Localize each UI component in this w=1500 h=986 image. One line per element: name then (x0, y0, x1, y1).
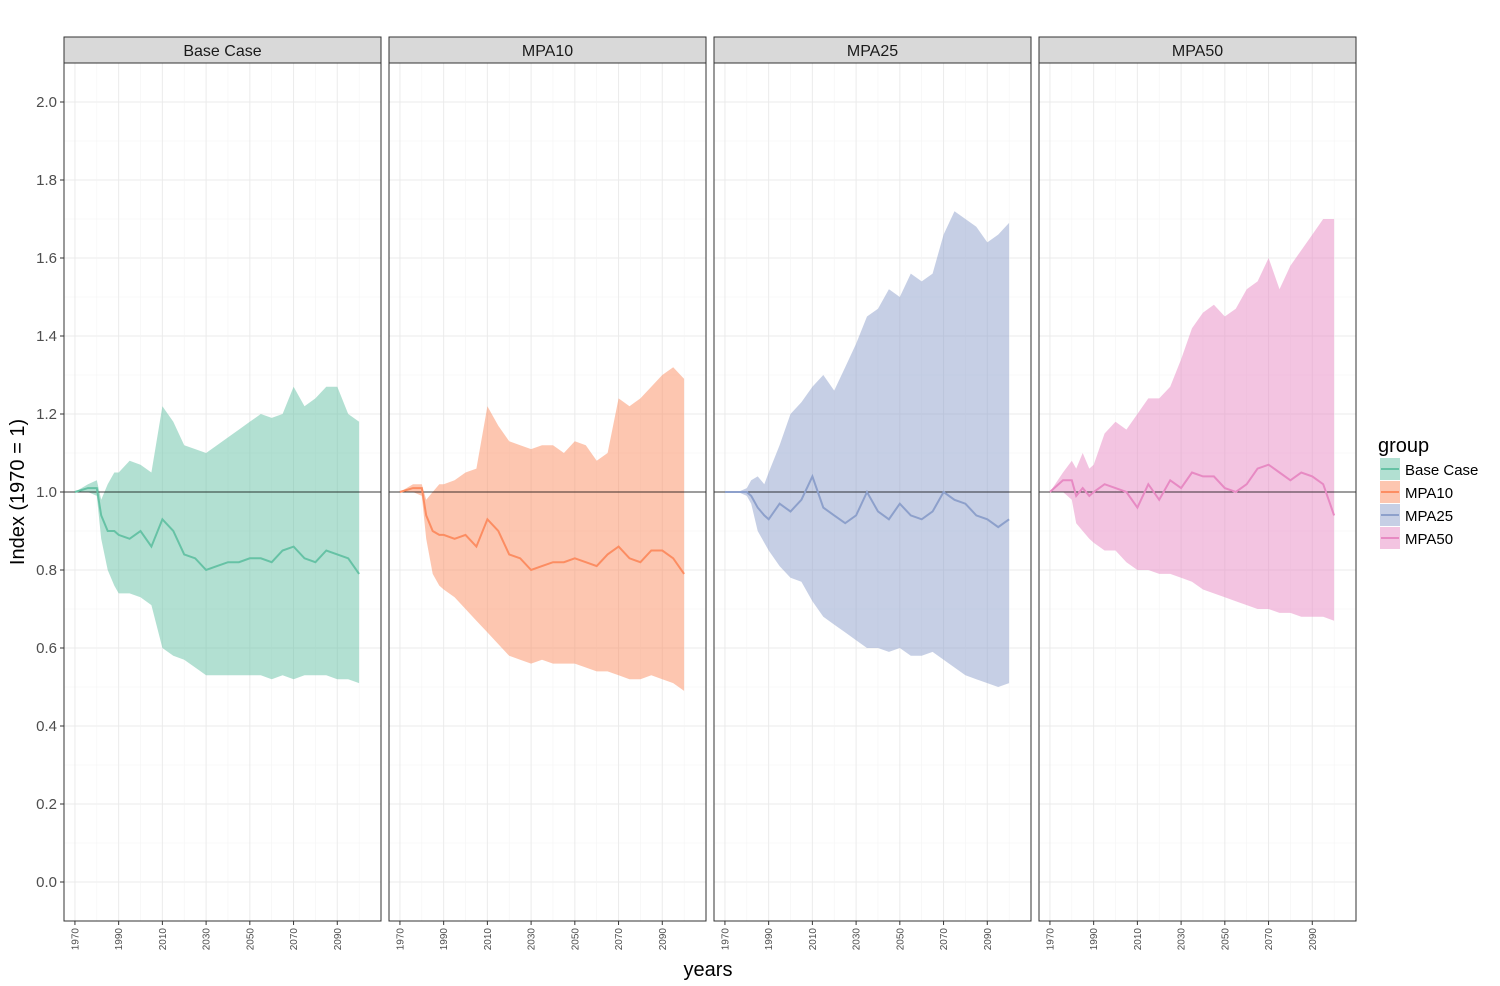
y-tick-label: 2.0 (36, 94, 57, 111)
x-tick-label: 2070 (939, 928, 950, 951)
facet-strip-label: MPA50 (1172, 43, 1223, 60)
x-tick-label: 2090 (658, 928, 669, 951)
x-tick-label: 2050 (1220, 928, 1231, 951)
facet-panel-3: MPA50 1970 1990 2010 2030 2050 2070 2090 (1038, 36, 1357, 951)
legend-entry: MPA10 (1380, 481, 1453, 503)
x-tick-label: 2090 (1308, 928, 1319, 951)
series-line (74, 487, 360, 575)
x-tick-label: 2050 (245, 928, 256, 951)
x-axis-title: years (684, 959, 733, 981)
x-tick-label: 1990 (1089, 928, 1100, 951)
y-tick-label: 1.0 (36, 484, 57, 501)
x-tick-label: 2070 (1264, 928, 1275, 951)
series-ribbon (1049, 219, 1335, 621)
x-tick-label: 2070 (614, 928, 625, 951)
facet-strip-label: MPA25 (847, 43, 898, 60)
facet-strip-label: MPA10 (522, 43, 573, 60)
facet-panel-1: MPA10 1970 1990 2010 2030 2050 2070 2090 (388, 36, 707, 951)
panel-border (713, 62, 1032, 922)
facet-strip (63, 36, 382, 64)
series-ribbon (724, 211, 1010, 687)
x-tick-label: 1970 (395, 928, 406, 951)
y-tick-label: 0.6 (36, 640, 57, 657)
y-tick-label: 1.4 (36, 328, 57, 345)
x-tick-label: 2090 (333, 928, 344, 951)
series-ribbon (399, 367, 685, 691)
legend-label: MPA50 (1405, 531, 1453, 548)
x-tick-label: 2090 (983, 928, 994, 951)
legend-entry: MPA50 (1380, 527, 1453, 549)
x-tick-label: 2030 (527, 928, 538, 951)
x-tick-label: 2010 (158, 928, 169, 951)
facet-panels: Base Case 1970 1990 2010 2030 2050 2070 2090 0.0… (36, 36, 1357, 951)
x-tick-label: 1970 (720, 928, 731, 951)
x-tick-label: 1990 (439, 928, 450, 951)
series-ribbon (74, 386, 360, 684)
y-axis-title: Index (1970 = 1) (7, 419, 29, 565)
y-tick-label: 1.2 (36, 406, 57, 423)
legend-title: group (1378, 435, 1429, 457)
x-tick-label: 1970 (70, 928, 81, 951)
facet-panel-2: MPA25 1970 1990 2010 2030 2050 2070 2090 (713, 36, 1032, 951)
panel-border (388, 62, 707, 922)
x-tick-label: 2010 (1133, 928, 1144, 951)
legend-entry: Base Case (1380, 458, 1478, 480)
x-tick-label: 2070 (289, 928, 300, 951)
legend-label: Base Case (1405, 462, 1478, 479)
legend-label: MPA10 (1405, 485, 1453, 502)
legend-label: MPA25 (1405, 508, 1453, 525)
y-tick-label: 0.4 (36, 718, 57, 735)
legend: group Base Case MPA10 MPA25 MPA50 (1378, 435, 1478, 549)
x-tick-label: 1990 (114, 928, 125, 951)
series-line (724, 473, 1010, 529)
facet-strip (388, 36, 707, 64)
x-tick-label: 2010 (808, 928, 819, 951)
y-tick-label: 1.6 (36, 250, 57, 267)
y-tick-label: 0.8 (36, 562, 57, 579)
series-line (1049, 463, 1336, 516)
x-tick-label: 2050 (895, 928, 906, 951)
y-tick-label: 1.8 (36, 172, 57, 189)
x-tick-label: 2030 (852, 928, 863, 951)
series-line (399, 487, 685, 575)
legend-entry: MPA25 (1380, 504, 1453, 526)
x-tick-label: 2010 (483, 928, 494, 951)
y-tick-label: 0.2 (36, 796, 57, 813)
panel-border (1038, 62, 1357, 922)
facet-strip-label: Base Case (183, 43, 261, 60)
y-tick-label: 0.0 (36, 874, 57, 891)
x-tick-label: 1970 (1045, 928, 1056, 951)
x-tick-label: 1990 (764, 928, 775, 951)
x-tick-label: 2030 (1177, 928, 1188, 951)
x-tick-label: 2030 (202, 928, 213, 951)
x-tick-label: 2050 (570, 928, 581, 951)
facet-strip (713, 36, 1032, 64)
facet-panel-0: Base Case 1970 1990 2010 2030 2050 2070 2090 0.0… (36, 36, 382, 951)
